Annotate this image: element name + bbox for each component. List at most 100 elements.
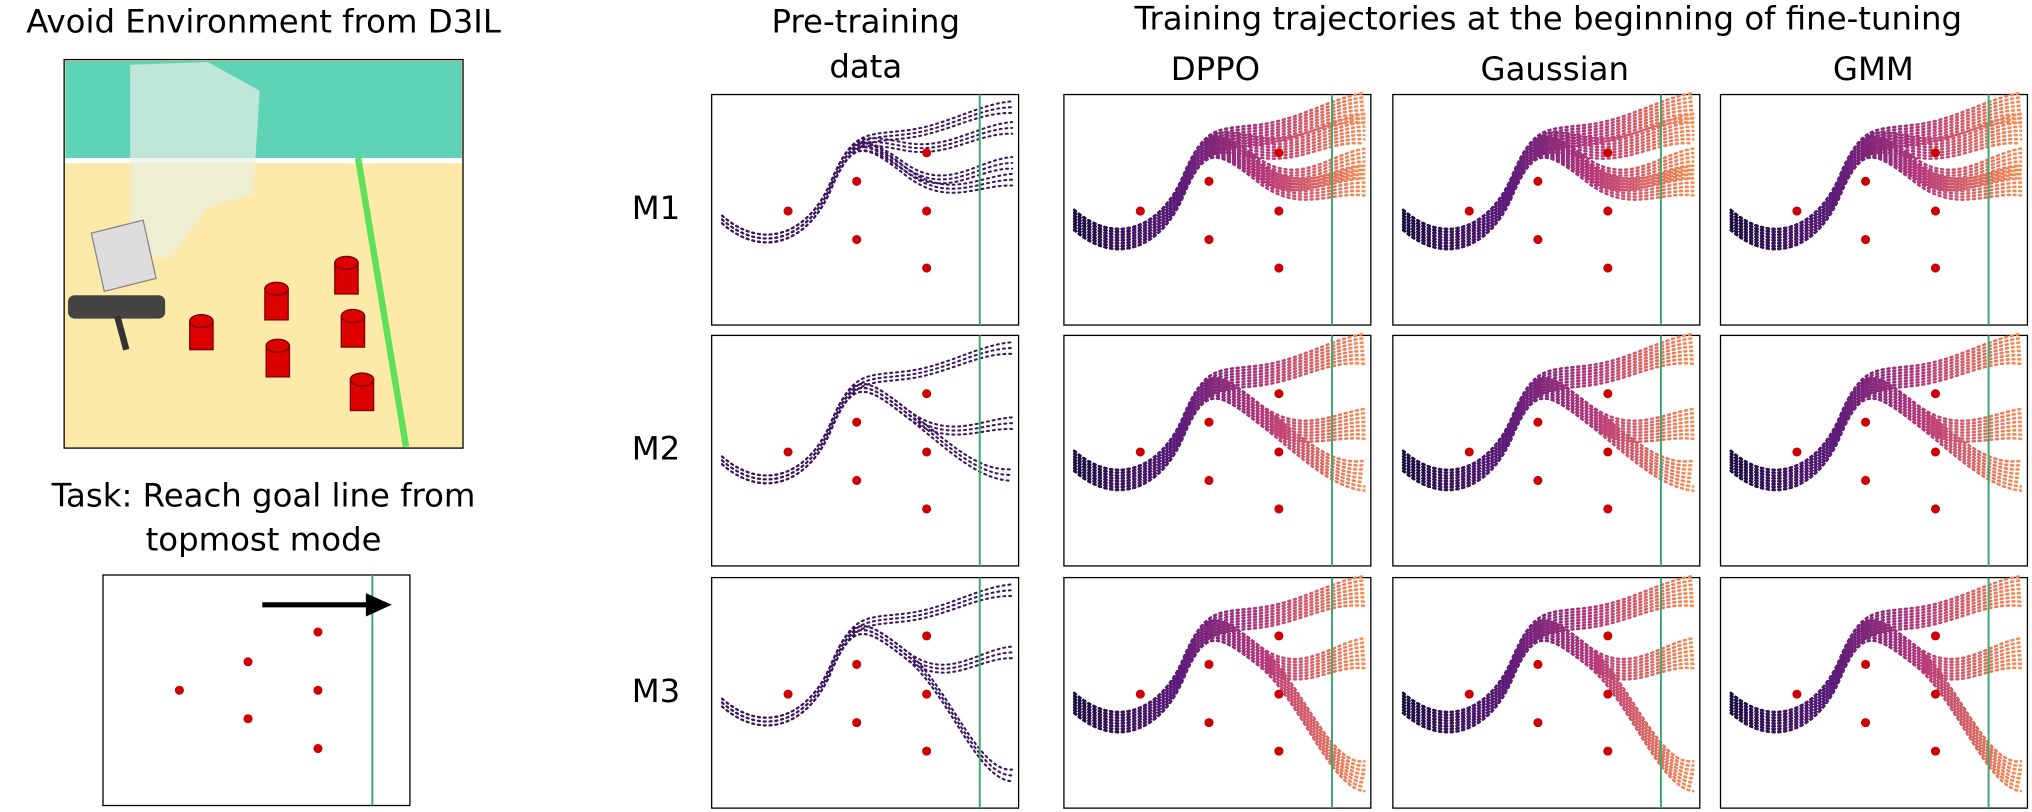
obstacle-dot bbox=[922, 631, 932, 641]
obstacle-dot bbox=[1204, 475, 1214, 485]
trajectory bbox=[1729, 397, 2023, 492]
obstacle-dot bbox=[783, 689, 793, 699]
panel-frame bbox=[1719, 334, 2029, 567]
trajectory bbox=[1401, 144, 1695, 239]
trajectory bbox=[720, 390, 1014, 485]
trajectory bbox=[1072, 397, 1366, 492]
row-label: M2 bbox=[632, 430, 681, 468]
trajectory bbox=[1401, 136, 1695, 231]
trajectory bbox=[1072, 625, 1366, 772]
trajectory bbox=[1729, 630, 2023, 780]
trajectory bbox=[1401, 636, 1695, 789]
column-header: data bbox=[829, 48, 902, 86]
obstacle-dot bbox=[1533, 659, 1543, 669]
trajectory-panel bbox=[1063, 91, 1372, 326]
obstacle-dot bbox=[1603, 447, 1613, 457]
obstacle-dot bbox=[1533, 417, 1543, 427]
trajectory bbox=[1401, 377, 1695, 472]
panel-frame bbox=[711, 576, 1020, 809]
obstacle-dot bbox=[1930, 504, 1941, 514]
obstacle-dot bbox=[922, 504, 932, 514]
trajectory bbox=[1401, 380, 1695, 474]
trajectory bbox=[1729, 619, 2023, 763]
trajectory bbox=[1072, 388, 1366, 483]
trajectory bbox=[1729, 639, 2023, 793]
trajectory bbox=[1401, 394, 1695, 489]
trajectory bbox=[1072, 139, 1366, 234]
trajectory bbox=[1072, 136, 1366, 231]
trajectory bbox=[1401, 630, 1695, 780]
obstacle-dot bbox=[1930, 689, 1941, 699]
obstacle-dot bbox=[852, 176, 862, 186]
obstacle-dot bbox=[783, 206, 793, 216]
trajectory bbox=[1401, 142, 1695, 236]
obstacle-dot bbox=[1533, 176, 1543, 186]
obstacle-dot bbox=[1274, 746, 1284, 756]
trajectory bbox=[1072, 147, 1366, 242]
trajectory bbox=[1072, 636, 1366, 789]
row-label: M3 bbox=[632, 672, 681, 710]
obstacle-dot bbox=[1464, 206, 1474, 216]
panel-frame bbox=[1392, 576, 1701, 809]
obstacle-dot bbox=[1861, 475, 1871, 485]
obstacle-dot bbox=[852, 417, 862, 427]
obstacle-dot bbox=[1603, 206, 1613, 216]
trajectory bbox=[1729, 156, 2023, 251]
obstacle-dot bbox=[1930, 263, 1941, 273]
trajectory bbox=[1729, 391, 2023, 486]
obstacle-dot bbox=[1204, 718, 1214, 728]
trajectory-panel bbox=[1719, 574, 2029, 809]
trajectory-panel bbox=[1063, 332, 1372, 567]
obstacle-dot bbox=[1274, 263, 1284, 273]
obstacle-dot bbox=[1204, 659, 1214, 669]
trajectory bbox=[1072, 380, 1366, 474]
trajectory bbox=[1729, 633, 2023, 784]
trajectory bbox=[1072, 385, 1366, 480]
trajectory-panel bbox=[1392, 574, 1701, 809]
trajectory bbox=[1729, 625, 2023, 772]
trajectory bbox=[720, 142, 1014, 236]
trajectory bbox=[1401, 622, 1695, 767]
obstacle-dot bbox=[922, 206, 932, 216]
trajectory bbox=[1401, 147, 1695, 242]
trajectory bbox=[1729, 382, 2023, 477]
trajectory bbox=[1072, 382, 1366, 477]
obstacle-dot bbox=[1135, 689, 1145, 699]
obstacle-dot bbox=[1274, 631, 1284, 641]
column-header: GMM bbox=[1833, 50, 1914, 88]
column-header: Pre-training bbox=[772, 2, 960, 40]
obstacle-dot bbox=[852, 659, 862, 669]
header-title: Training trajectories at the beginning o… bbox=[1133, 0, 1962, 38]
obstacle-dot bbox=[1274, 689, 1284, 699]
trajectory bbox=[1072, 622, 1366, 767]
trajectory bbox=[1072, 633, 1366, 784]
trajectory bbox=[720, 633, 1014, 783]
panel-frame bbox=[1063, 576, 1372, 809]
trajectory bbox=[1072, 153, 1366, 248]
trajectory-panel bbox=[711, 576, 1020, 809]
obstacle-dot bbox=[1204, 235, 1214, 245]
obstacle-dot bbox=[1861, 235, 1871, 245]
trajectory bbox=[1729, 144, 2023, 239]
trajectory bbox=[1729, 622, 2023, 767]
trajectory bbox=[1072, 144, 1366, 239]
obstacle-dot bbox=[852, 475, 862, 485]
obstacle-dot bbox=[1930, 746, 1941, 756]
obstacle-dot bbox=[922, 689, 932, 699]
trajectory bbox=[720, 386, 1014, 481]
trajectory bbox=[1729, 628, 2023, 776]
obstacle-dot bbox=[922, 746, 932, 756]
obstacle-dot bbox=[1274, 447, 1284, 457]
trajectory bbox=[720, 383, 1014, 477]
trajectory bbox=[1729, 147, 2023, 242]
obstacle-dot bbox=[1792, 447, 1802, 457]
trajectory-panel bbox=[1392, 91, 1701, 326]
trajectory-panel bbox=[1719, 332, 2029, 567]
trajectory bbox=[1401, 625, 1695, 772]
trajectory bbox=[1729, 385, 2023, 480]
obstacle-dot bbox=[1464, 447, 1474, 457]
obstacle-dot bbox=[1603, 631, 1613, 641]
obstacle-dot bbox=[1603, 504, 1613, 514]
task-diagram bbox=[102, 574, 411, 807]
task-line: topmost mode bbox=[146, 520, 382, 558]
